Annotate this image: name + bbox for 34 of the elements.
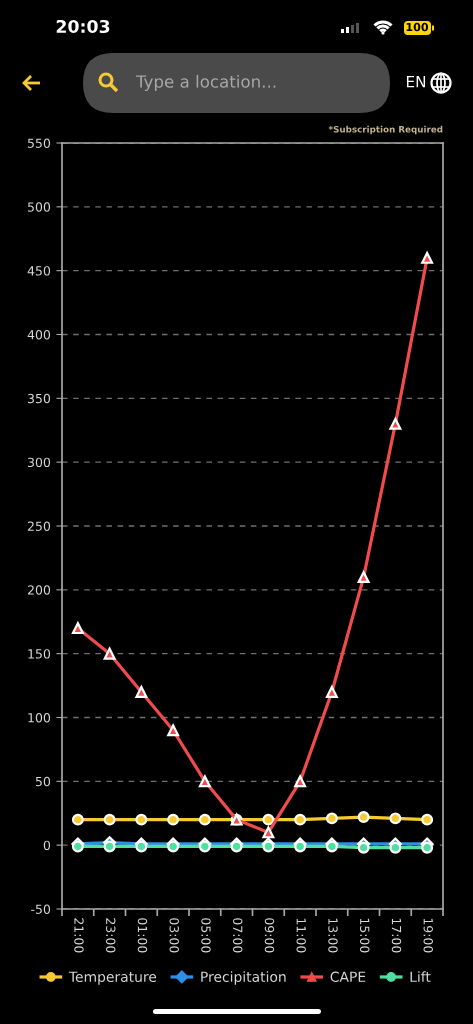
text: 20:03 (56, 19, 110, 34)
text: *Subscription Required (328, 125, 443, 135)
y-tick-label: 450 (27, 266, 51, 276)
legend-label: Lift (410, 971, 431, 982)
x-tick-label: 19:00 (423, 918, 433, 953)
x-tick-label: 09:00 (264, 918, 275, 953)
x-tick-label: 23:00 (106, 918, 116, 953)
legend-label: Temperature (68, 971, 157, 985)
x-tick-label: 11:00 (296, 918, 306, 953)
x-tick-label: 21:00 (74, 918, 84, 953)
y-tick-label: 100 (28, 712, 51, 723)
x-tick-label: 13:00 (328, 918, 338, 953)
y-tick-label: 500 (27, 202, 51, 212)
y-tick-label: -50 (31, 904, 51, 914)
x-tick-label: 15:00 (360, 918, 370, 953)
y-tick-label: 550 (27, 138, 51, 148)
x-tick-label: 07:00 (233, 918, 243, 953)
text: Type a location... (135, 74, 276, 92)
x-tick-label: 01:00 (137, 918, 148, 953)
y-tick-label: 150 (28, 649, 51, 659)
x-tick-label: 17:00 (391, 918, 402, 953)
y-tick-label: 250 (27, 521, 51, 531)
y-tick-label: 400 (27, 329, 51, 340)
legend-label: Precipitation (201, 971, 286, 985)
y-tick-label: 0 (43, 840, 51, 851)
y-tick-label: 200 (27, 585, 51, 595)
x-tick-label: 03:00 (169, 918, 179, 953)
text: EN (406, 76, 426, 88)
y-tick-label: 300 (27, 457, 51, 468)
y-tick-label: 50 (35, 776, 51, 787)
text: 100 (406, 22, 429, 32)
legend-label: CAPE (330, 971, 366, 983)
y-tick-label: 350 (27, 393, 51, 404)
x-tick-label: 05:00 (201, 918, 211, 953)
